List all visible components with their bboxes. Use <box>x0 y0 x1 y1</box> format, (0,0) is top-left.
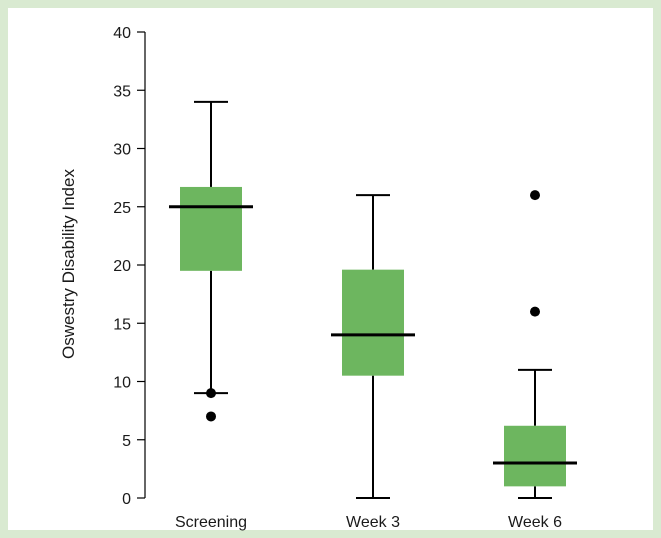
box-week-6 <box>504 425 566 487</box>
y-tick-label-5: 5 <box>122 433 131 450</box>
y-tick-label-30: 30 <box>113 142 131 159</box>
box-screening <box>180 186 242 271</box>
outlier-screening-0 <box>206 411 216 422</box>
outlier-week-6-0 <box>530 306 540 317</box>
outlier-week-6-1 <box>530 190 540 201</box>
y-tick-label-15: 15 <box>113 316 131 333</box>
x-tick-label-screening: Screening <box>175 514 247 531</box>
y-tick-label-10: 10 <box>113 375 131 392</box>
box-week-3 <box>342 269 404 376</box>
y-tick-label-35: 35 <box>113 83 131 100</box>
y-tick-label-0: 0 <box>122 491 131 508</box>
y-tick-label-40: 40 <box>113 25 131 42</box>
x-tick-label-week-3: Week 3 <box>346 514 400 531</box>
whisker-point-screening <box>206 388 216 399</box>
y-tick-label-20: 20 <box>113 258 131 275</box>
y-axis-title: Oswestry Disability Index <box>59 169 78 359</box>
y-tick-label-25: 25 <box>113 200 131 217</box>
x-tick-label-week-6: Week 6 <box>508 514 562 531</box>
